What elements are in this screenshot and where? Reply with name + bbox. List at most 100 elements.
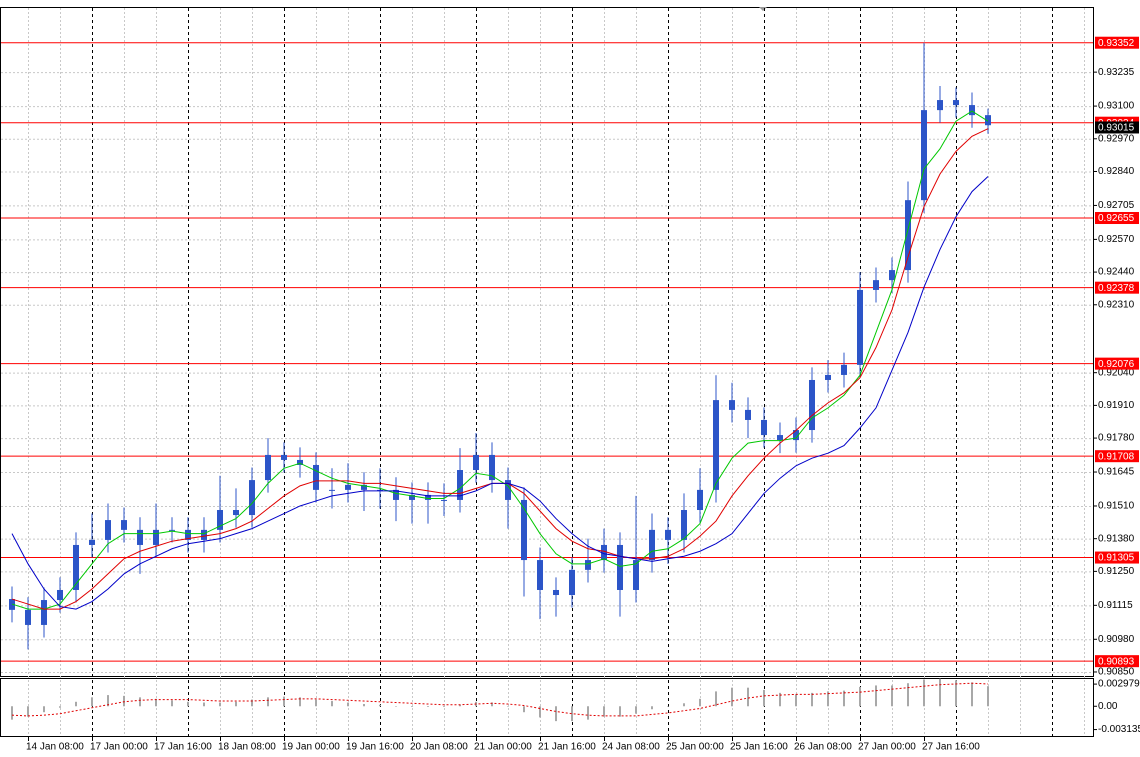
level-label-box xyxy=(1095,357,1139,370)
candle-body xyxy=(489,454,495,481)
candle-body xyxy=(25,609,31,625)
macd-bar xyxy=(427,706,429,707)
y-tick-label: 0.92705 xyxy=(1098,200,1135,211)
x-tick-label: 25 Jan 16:00 xyxy=(730,742,788,753)
macd-bar xyxy=(347,702,349,707)
candle-body xyxy=(409,494,415,500)
candle-body xyxy=(713,400,719,490)
candle-body xyxy=(617,544,623,590)
x-tick-label: 21 Jan 00:00 xyxy=(474,742,532,753)
y-tick-label: 0.00 xyxy=(1098,701,1118,712)
level-label: 0.91708 xyxy=(1098,451,1135,462)
candle-body xyxy=(425,494,431,500)
candle-body xyxy=(393,489,399,500)
candle-body xyxy=(681,510,687,540)
y-tick-label: 0.91780 xyxy=(1098,433,1135,444)
macd-bar xyxy=(123,695,125,707)
macd-bar xyxy=(299,697,301,707)
y-tick-label: 0.93100 xyxy=(1098,101,1135,112)
candle-body xyxy=(329,489,335,491)
macd-bar xyxy=(267,697,269,707)
macd-bar xyxy=(155,698,157,707)
candle-body xyxy=(41,600,47,625)
macd-bar xyxy=(59,706,61,708)
macd-bar xyxy=(107,695,109,707)
candle-body xyxy=(169,529,175,531)
y-tick-label: 0.90850 xyxy=(1098,667,1135,678)
y-tick-label: 0.91510 xyxy=(1098,501,1135,512)
level-label-box xyxy=(1095,281,1139,294)
macd-bar xyxy=(251,699,253,707)
y-tick-label: 0.92040 xyxy=(1098,367,1135,378)
x-tick-label: 17 Jan 00:00 xyxy=(90,742,148,753)
y-tick-label: 0.92840 xyxy=(1098,166,1135,177)
macd-bar xyxy=(619,706,621,717)
level-label-box xyxy=(1095,212,1139,225)
candle-body xyxy=(57,589,63,601)
macd-bar xyxy=(507,706,509,707)
macd-bar xyxy=(363,704,365,707)
candle-body xyxy=(905,200,911,271)
macd-bar xyxy=(667,706,669,707)
x-tick-label: 26 Jan 08:00 xyxy=(794,742,852,753)
candle-body xyxy=(761,419,767,436)
candle-body xyxy=(153,529,159,545)
candle-body xyxy=(441,499,447,501)
candle-body xyxy=(73,544,79,590)
macd-bar xyxy=(491,702,493,707)
level-label-box xyxy=(1095,551,1139,564)
candle-body xyxy=(873,280,879,290)
candle-body xyxy=(457,470,463,500)
candle-body xyxy=(361,484,367,490)
candle-body xyxy=(825,374,831,380)
macd-bar xyxy=(827,691,829,707)
candle-body xyxy=(889,270,895,281)
macd-bar xyxy=(411,706,413,707)
macd-bar xyxy=(779,692,781,707)
signal-line xyxy=(11,682,989,717)
candle-body xyxy=(649,529,655,561)
current-price-box xyxy=(1095,121,1139,134)
macd-bar xyxy=(187,701,189,707)
candle-body xyxy=(569,569,575,596)
macd-bar xyxy=(603,706,605,717)
x-tick-label: 18 Jan 08:00 xyxy=(218,742,276,753)
candle-body xyxy=(985,115,991,126)
y-tick-label: 0.92970 xyxy=(1098,133,1135,144)
candle-body xyxy=(841,364,847,375)
y-tick-label: 0.91645 xyxy=(1098,467,1135,478)
macd-bar xyxy=(763,689,765,707)
macd-bar xyxy=(651,706,653,710)
macd-bar xyxy=(587,706,589,720)
candle-body xyxy=(953,100,959,106)
macd-bar xyxy=(555,706,557,722)
y-tick-label: 0.93235 xyxy=(1098,67,1135,78)
candle-body xyxy=(105,520,111,540)
level-label: 0.92378 xyxy=(1098,283,1135,294)
y-tick-label: 0.92570 xyxy=(1098,234,1135,245)
candle-body xyxy=(553,589,559,596)
macd-bar xyxy=(11,706,13,720)
candle-body xyxy=(937,100,943,111)
macd-bar xyxy=(235,701,237,707)
candle-body xyxy=(233,510,239,516)
moving-average-line xyxy=(11,110,989,610)
y-tick-label: -0.003135 xyxy=(1098,724,1140,735)
level-label-box xyxy=(1095,36,1139,49)
y-tick-label: 0.91380 xyxy=(1098,533,1135,544)
candle-body xyxy=(505,480,511,500)
candle-body xyxy=(745,409,751,420)
level-label: 0.91305 xyxy=(1098,553,1135,564)
macd-bar xyxy=(859,686,861,707)
macd-bar xyxy=(731,687,733,707)
macd-bar xyxy=(523,706,525,713)
macd-bar xyxy=(443,706,445,707)
macd-bar xyxy=(331,701,333,707)
x-tick-label: 25 Jan 00:00 xyxy=(666,742,724,753)
x-tick-label: 27 Jan 00:00 xyxy=(858,742,916,753)
macd-bar xyxy=(171,700,173,707)
candle-body xyxy=(217,510,223,530)
level-label: 0.90893 xyxy=(1098,656,1135,667)
